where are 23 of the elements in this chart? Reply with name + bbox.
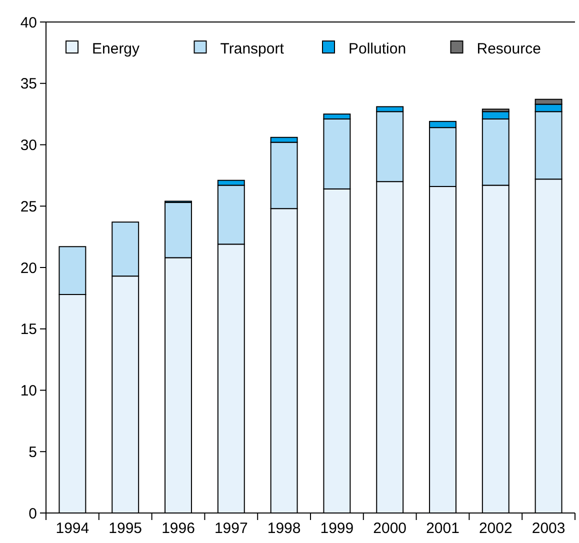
y-tick-label: 40 <box>20 14 37 32</box>
x-tick-label: 1998 <box>267 520 301 537</box>
x-tick-label: 1999 <box>320 520 354 537</box>
y-tick-label: 25 <box>20 198 37 216</box>
x-tick-label: 2002 <box>478 520 512 537</box>
y-tick-label: 10 <box>20 382 37 400</box>
x-tick-label: 1997 <box>214 520 248 537</box>
y-tick-label: 15 <box>20 321 37 338</box>
y-tick-label: 20 <box>20 260 37 277</box>
y-tick-label: 30 <box>20 137 37 154</box>
y-tick-label: 5 <box>28 444 37 461</box>
x-tick-label: 2000 <box>373 520 407 537</box>
legend-label: Transport <box>220 40 285 58</box>
x-tick-label: 1994 <box>56 520 90 537</box>
y-tick-label: 35 <box>20 76 37 93</box>
legend-label: Pollution <box>348 40 406 58</box>
x-tick-label: 2001 <box>426 520 460 537</box>
legend-label: Energy <box>92 40 140 58</box>
x-tick-label: 1996 <box>162 520 195 537</box>
x-tick-label: 2003 <box>532 520 566 537</box>
y-tick-label: 0 <box>28 505 37 522</box>
x-tick-label: 1995 <box>108 520 142 537</box>
legend-label: Resource <box>476 40 541 58</box>
